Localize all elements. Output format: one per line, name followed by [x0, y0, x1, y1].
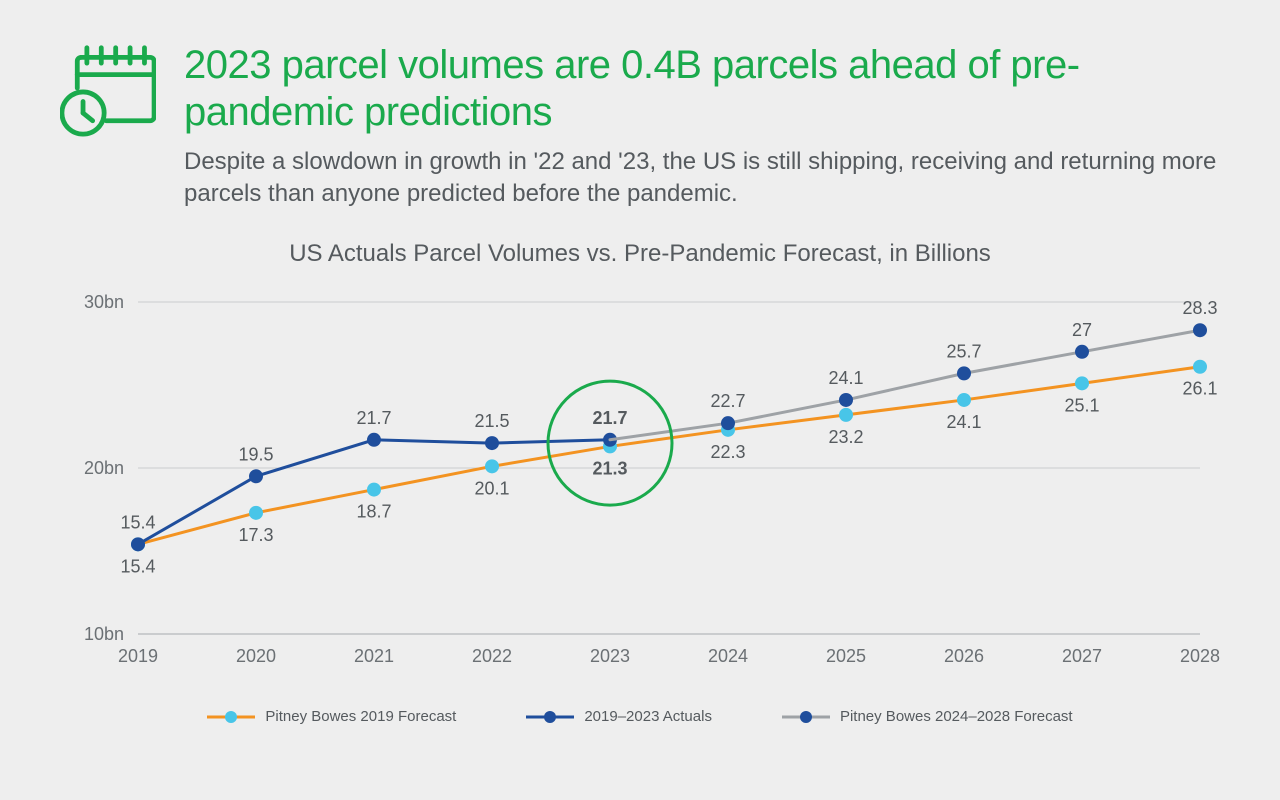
series-marker [839, 393, 853, 407]
legend-item: Pitney Bowes 2019 Forecast [207, 708, 456, 725]
svg-text:2026: 2026 [944, 646, 984, 666]
data-label: 17.3 [238, 525, 273, 545]
series-marker [1075, 345, 1089, 359]
chart-legend: Pitney Bowes 2019 Forecast 2019–2023 Actu… [60, 708, 1220, 725]
data-label: 15.4 [120, 556, 155, 576]
data-label: 22.3 [710, 442, 745, 462]
series-marker [367, 483, 381, 497]
data-label: 21.7 [356, 408, 391, 428]
series-marker [249, 469, 263, 483]
series-marker [721, 416, 735, 430]
chart-title: US Actuals Parcel Volumes vs. Pre-Pandem… [60, 240, 1220, 268]
series-marker [131, 537, 145, 551]
data-label: 27 [1072, 320, 1092, 340]
svg-text:2027: 2027 [1062, 646, 1102, 666]
svg-text:2021: 2021 [354, 646, 394, 666]
svg-text:10bn: 10bn [84, 624, 124, 644]
data-label: 28.3 [1182, 298, 1217, 318]
series-marker [839, 408, 853, 422]
data-label: 25.7 [946, 341, 981, 361]
series-marker [957, 366, 971, 380]
series-marker [367, 433, 381, 447]
svg-text:2025: 2025 [826, 646, 866, 666]
svg-text:2028: 2028 [1180, 646, 1220, 666]
data-label: 15.4 [120, 512, 155, 532]
svg-text:2023: 2023 [590, 646, 630, 666]
svg-text:2024: 2024 [708, 646, 748, 666]
data-label: 24.1 [828, 368, 863, 388]
legend-item: Pitney Bowes 2024–2028 Forecast [782, 708, 1073, 725]
series-marker [249, 506, 263, 520]
series-marker [485, 459, 499, 473]
data-label: 22.7 [710, 391, 745, 411]
series-marker [485, 436, 499, 450]
data-label: 21.3 [592, 458, 627, 478]
svg-text:2020: 2020 [236, 646, 276, 666]
legend-label: Pitney Bowes 2019 Forecast [265, 708, 456, 725]
series-line [138, 367, 1200, 545]
data-label: 21.5 [474, 411, 509, 431]
data-label: 19.5 [238, 444, 273, 464]
page-title: 2023 parcel volumes are 0.4B parcels ahe… [184, 42, 1220, 136]
legend-label: Pitney Bowes 2024–2028 Forecast [840, 708, 1073, 725]
series-marker [1075, 376, 1089, 390]
chart: US Actuals Parcel Volumes vs. Pre-Pandem… [60, 240, 1220, 770]
page-subtitle: Despite a slowdown in growth in '22 and … [184, 146, 1220, 209]
plot: 10bn 20bn 30bn 2019 2020 2021 2022 2023 2024 2025… [60, 282, 1220, 682]
calendar-clock-icon [60, 42, 156, 138]
series-marker [957, 393, 971, 407]
series-marker [1193, 323, 1207, 337]
svg-text:20bn: 20bn [84, 458, 124, 478]
data-label: 24.1 [946, 412, 981, 432]
svg-text:30bn: 30bn [84, 292, 124, 312]
series-line [610, 330, 1200, 440]
data-label: 18.7 [356, 502, 391, 522]
series-marker [1193, 360, 1207, 374]
data-label: 20.1 [474, 478, 509, 498]
legend-label: 2019–2023 Actuals [584, 708, 712, 725]
header: 2023 parcel volumes are 0.4B parcels ahe… [60, 42, 1220, 210]
data-label: 23.2 [828, 427, 863, 447]
data-label: 21.7 [592, 408, 627, 428]
data-label: 25.1 [1064, 395, 1099, 415]
svg-text:2019: 2019 [118, 646, 158, 666]
data-label: 26.1 [1182, 379, 1217, 399]
legend-item: 2019–2023 Actuals [526, 708, 712, 725]
svg-text:2022: 2022 [472, 646, 512, 666]
